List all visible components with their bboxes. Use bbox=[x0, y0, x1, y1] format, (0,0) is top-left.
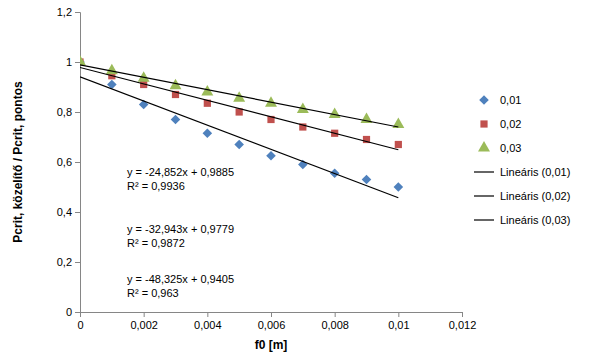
tick: 0,008 bbox=[321, 312, 349, 331]
annotation: R² = 0,9936 bbox=[127, 180, 185, 192]
annotations: y = -24,852x + 0,9885 R² = 0,9936 y = -32,… bbox=[127, 166, 234, 299]
tick-label: 0,008 bbox=[321, 319, 349, 331]
annotation: R² = 0,963 bbox=[127, 287, 179, 299]
x-axis-title: f0 [m] bbox=[255, 338, 288, 352]
tick: 1,2 bbox=[57, 6, 80, 18]
tick: 0,004 bbox=[194, 312, 222, 331]
tick: 0,002 bbox=[130, 312, 158, 331]
y-axis-title: Pcrit, közelítő / Pcrit, pontos bbox=[11, 81, 25, 243]
point bbox=[171, 115, 181, 125]
tick-label: 0,006 bbox=[258, 319, 286, 331]
y-axis: 0 0,2 0,4 0,6 0,8 1 1,2 bbox=[57, 6, 81, 318]
point bbox=[80, 55, 86, 65]
legend-item: Lineáris (0,01) bbox=[474, 166, 570, 178]
annotation: y = -24,852x + 0,9885 bbox=[127, 166, 234, 178]
legend-label: 0,02 bbox=[500, 118, 521, 130]
legend-swatch bbox=[478, 141, 490, 151]
tick: 1 bbox=[66, 56, 80, 68]
tick-label: 0 bbox=[66, 306, 72, 318]
tick: 0,6 bbox=[57, 156, 80, 168]
tick-label: 0,6 bbox=[57, 156, 72, 168]
tick-mark bbox=[462, 312, 463, 317]
tick-mark bbox=[75, 112, 80, 113]
tick: 0,8 bbox=[57, 106, 80, 118]
legend-label: 0,03 bbox=[500, 142, 521, 154]
legend-label: Lineáris (0,02) bbox=[500, 190, 570, 202]
tick: 0,2 bbox=[57, 256, 80, 268]
tick: 0,4 bbox=[57, 206, 80, 218]
legend-swatch bbox=[480, 120, 487, 127]
tick-label: 0,8 bbox=[57, 106, 72, 118]
legend: 0,01 0,02 0,03 Lineáris (0,01) Lineáris (0,0… bbox=[474, 94, 570, 226]
tick: 0,006 bbox=[258, 312, 286, 331]
tick: 0 bbox=[66, 306, 80, 318]
tick-mark bbox=[75, 62, 80, 63]
tick-mark bbox=[75, 12, 80, 13]
tick-label: 0 bbox=[77, 319, 83, 331]
point bbox=[395, 141, 402, 148]
legend-label: Lineáris (0,03) bbox=[500, 214, 570, 226]
tick: 0 bbox=[77, 312, 83, 331]
annotation: y = -32,943x + 0,9779 bbox=[127, 223, 234, 235]
tick-mark bbox=[75, 162, 80, 163]
legend-swatch bbox=[474, 171, 494, 172]
legend-swatch bbox=[474, 195, 494, 196]
tick-label: 0,2 bbox=[57, 256, 72, 268]
legend-item: Lineáris (0,03) bbox=[474, 214, 570, 226]
legend-item: 0,03 bbox=[478, 141, 521, 154]
x-axis: 0 0,002 0,004 0,006 0,008 0,01 0,012 bbox=[77, 312, 476, 331]
point bbox=[329, 108, 341, 118]
tick-label: 0,002 bbox=[130, 319, 158, 331]
trend-line bbox=[80, 65, 398, 127]
axis-line bbox=[75, 13, 81, 313]
point bbox=[266, 151, 276, 161]
tick-label: 0,012 bbox=[449, 319, 477, 331]
legend-label: 0,01 bbox=[500, 94, 521, 106]
point bbox=[394, 182, 404, 192]
tick: 0,012 bbox=[449, 312, 477, 331]
tick-mark bbox=[271, 312, 272, 317]
tick: 0,01 bbox=[388, 312, 409, 331]
marks bbox=[80, 55, 404, 198]
tick-mark bbox=[144, 312, 145, 317]
chart: 0 0,002 0,004 0,006 0,008 0,01 0,012 0 0,2 0,4 0,6… bbox=[0, 0, 601, 356]
annotation: y = -48,325x + 0,9405 bbox=[127, 273, 234, 285]
legend-swatch bbox=[474, 219, 494, 220]
tick-label: 1 bbox=[66, 56, 72, 68]
legend-item: 0,01 bbox=[479, 94, 521, 106]
tick-mark bbox=[207, 312, 208, 317]
annotation: R² = 0,9872 bbox=[127, 237, 185, 249]
point bbox=[203, 128, 213, 138]
legend-item: Lineáris (0,02) bbox=[474, 190, 570, 202]
legend-label: Lineáris (0,01) bbox=[500, 166, 570, 178]
tick-mark bbox=[75, 312, 80, 313]
legend-item: 0,02 bbox=[480, 118, 521, 130]
tick-mark bbox=[75, 212, 80, 213]
point bbox=[362, 175, 372, 185]
axis-line bbox=[81, 313, 463, 318]
tick-mark bbox=[335, 312, 336, 317]
trend-line bbox=[80, 68, 398, 150]
tick-label: 0,4 bbox=[57, 206, 72, 218]
point bbox=[106, 64, 118, 74]
tick-label: 0,004 bbox=[194, 319, 222, 331]
tick-label: 0,01 bbox=[388, 319, 409, 331]
legend-swatch bbox=[479, 95, 489, 105]
tick-label: 1,2 bbox=[57, 6, 72, 18]
plot-area: 0 0,002 0,004 0,006 0,008 0,01 0,012 0 0,2 0,4 0,6… bbox=[57, 6, 477, 331]
tick-mark bbox=[398, 312, 399, 317]
tick-mark bbox=[75, 262, 80, 263]
point bbox=[234, 140, 244, 150]
